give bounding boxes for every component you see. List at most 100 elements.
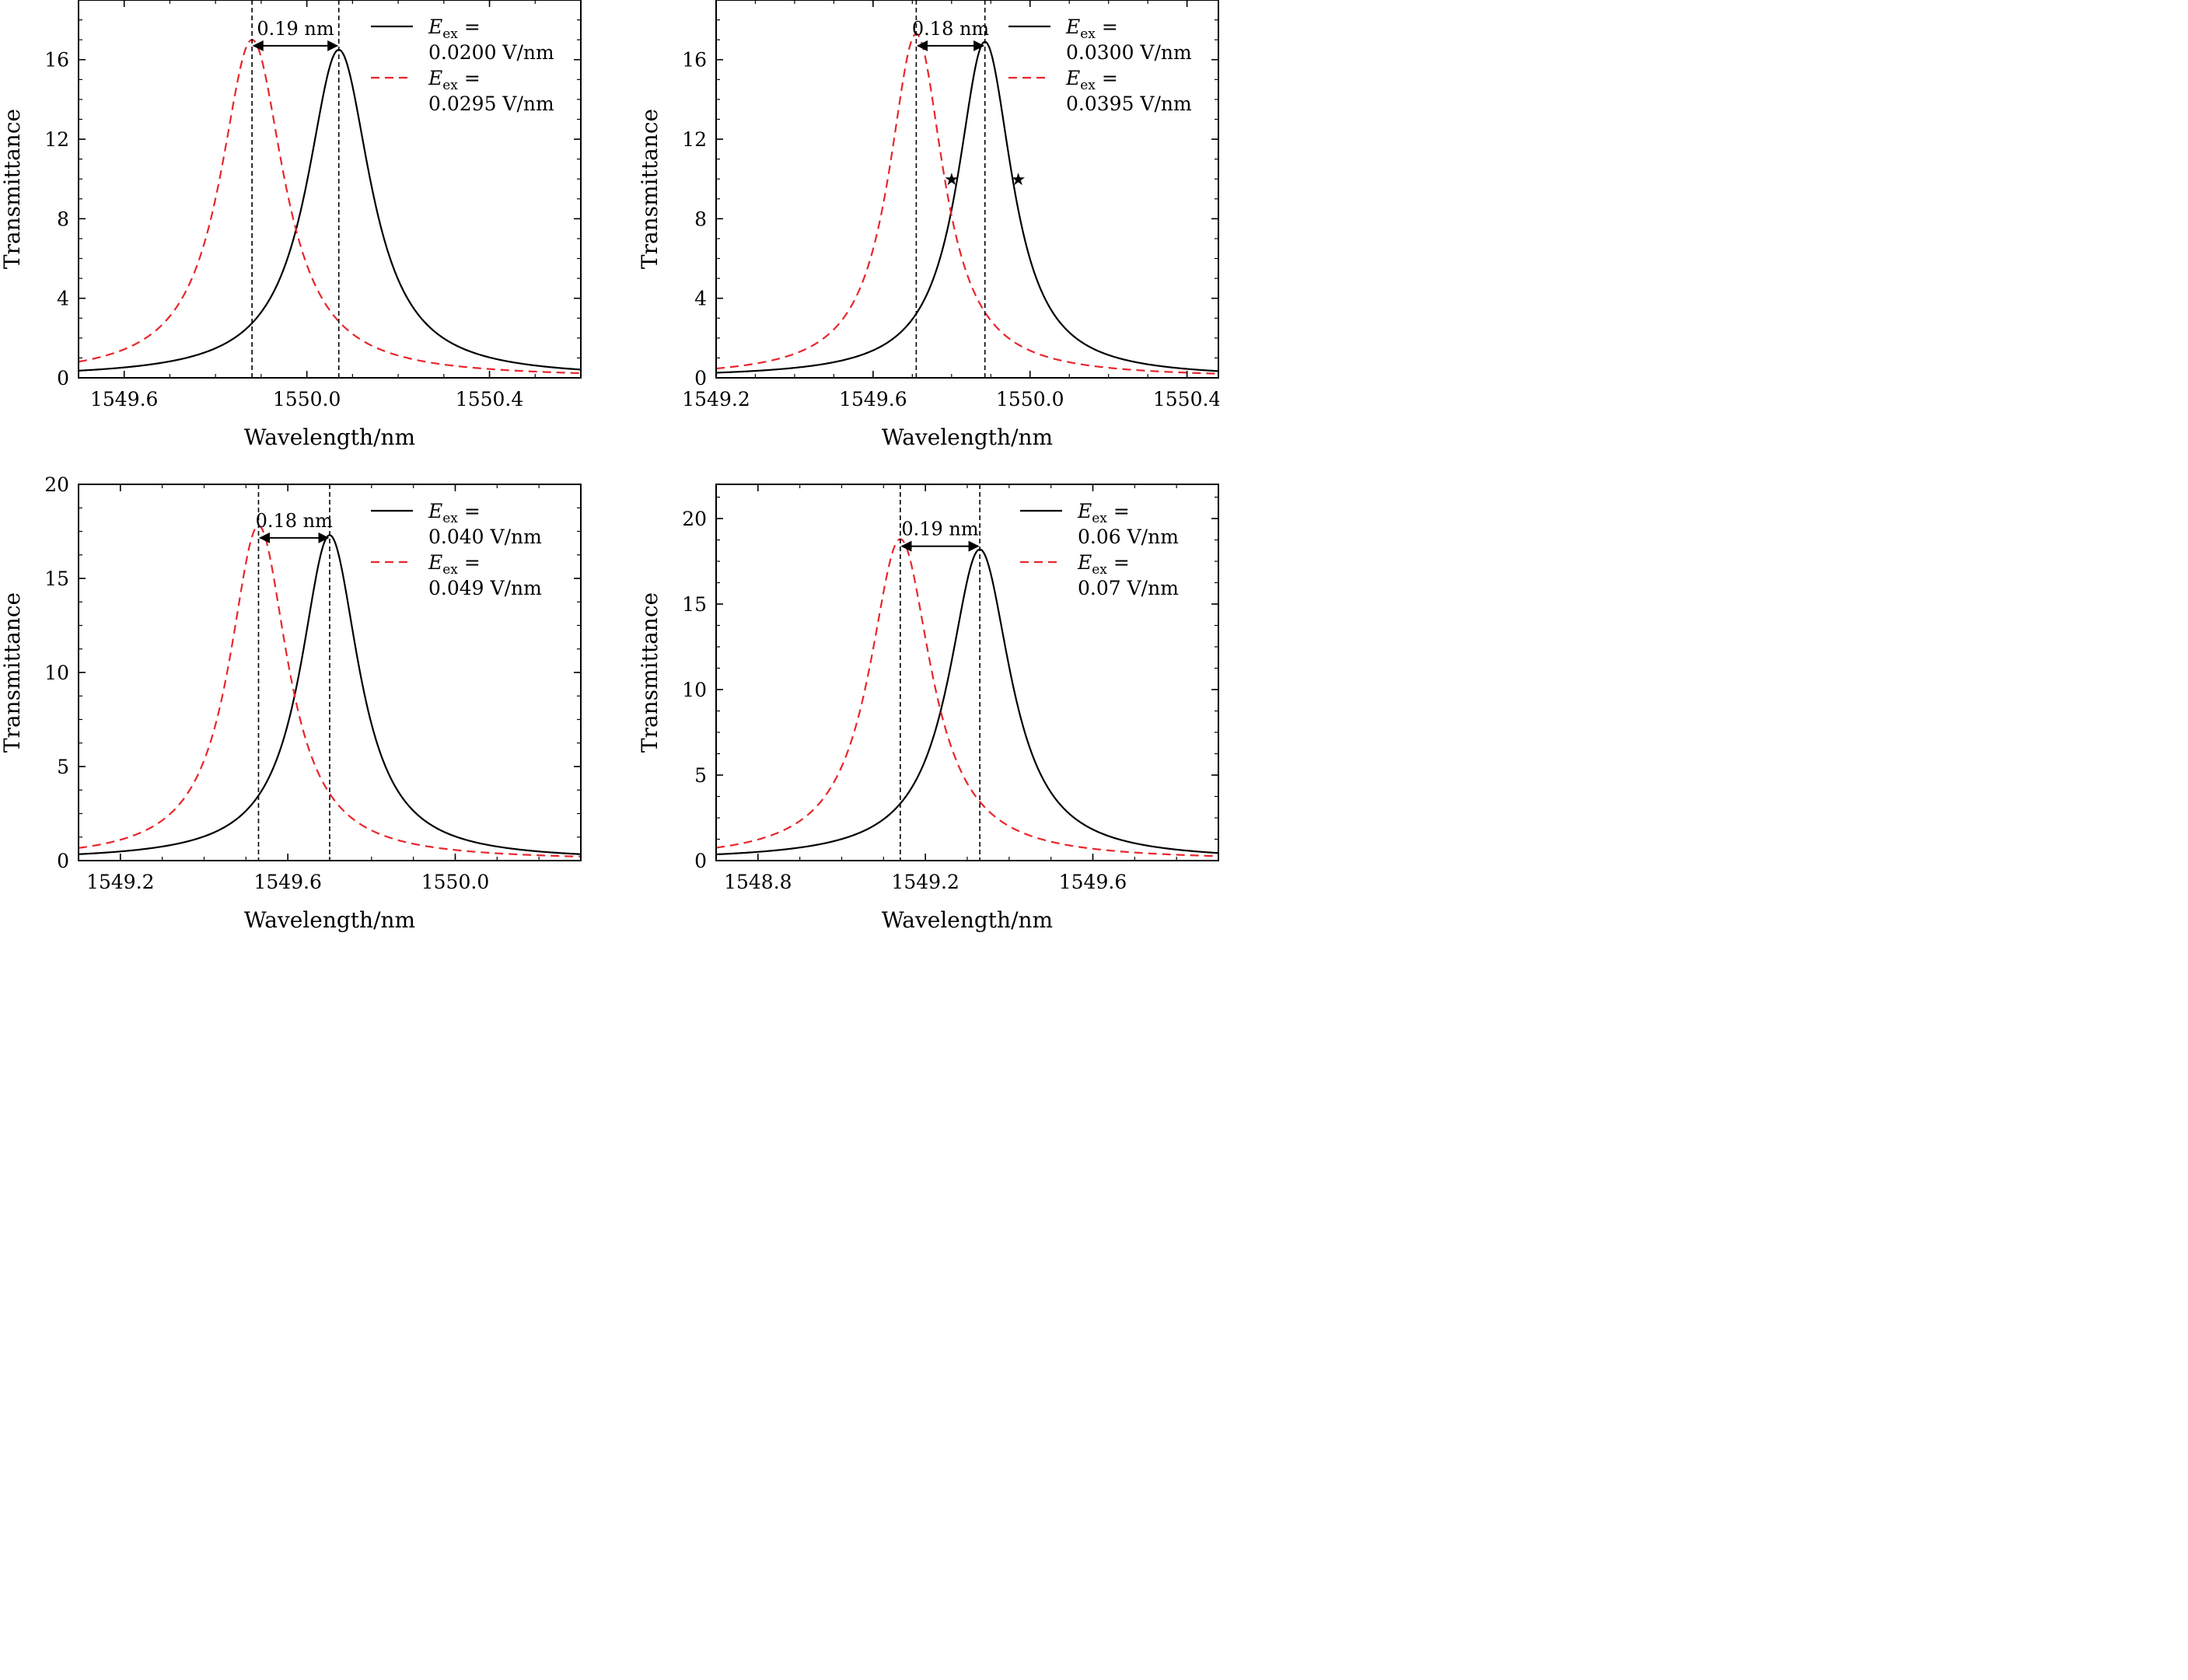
x-tick-label: 1549.2: [682, 388, 750, 410]
y-tick-label: 10: [44, 662, 69, 684]
x-tick-label: 1549.2: [891, 871, 959, 893]
legend-label-1: Eex =: [1065, 67, 1118, 93]
y-tick-label: 0: [57, 367, 69, 389]
y-axis-label: Transmittance: [637, 592, 662, 753]
legend-equals: =: [1096, 67, 1118, 89]
star-marker-0: ★: [944, 170, 959, 190]
series-line-0: [716, 40, 1218, 374]
legend-subscript: ex: [442, 26, 458, 42]
y-tick-label: 4: [694, 288, 707, 310]
legend-equals: =: [1107, 551, 1130, 574]
x-axis-label: Wavelength/nm: [244, 907, 415, 933]
panel-top-left: 0.19 nm 1549.6 1550.0 1550.4 0 4 8 12 16 Waveleng…: [0, 0, 582, 450]
y-tick-label: 5: [694, 764, 707, 787]
legend-symbol: E: [428, 16, 442, 38]
legend-equals: =: [458, 16, 481, 38]
x-tick-label: 1550.4: [456, 388, 523, 410]
y-tick-label: 0: [694, 367, 707, 389]
y-tick-label: 15: [682, 593, 707, 616]
legend-subscript: ex: [442, 511, 458, 526]
legend-value-1: 0.0295 V/nm: [428, 93, 554, 115]
y-tick-label: 16: [682, 49, 707, 72]
x-axis-label: Wavelength/nm: [882, 424, 1053, 450]
series-line-1: [79, 39, 581, 375]
x-tick-label: 1549.6: [839, 388, 907, 410]
legend-symbol: E: [428, 500, 442, 522]
x-tick-label: 1548.8: [724, 871, 792, 893]
separation-label: 0.19 nm: [257, 18, 334, 40]
legend-label-0: Eex =: [428, 16, 481, 42]
legend-symbol: E: [428, 67, 442, 89]
y-tick-label: 10: [682, 679, 707, 701]
legend-value-1: 0.049 V/nm: [428, 577, 542, 599]
series-line-1: [716, 538, 1218, 857]
legend-subscript: ex: [1080, 26, 1096, 42]
panel-bottom-left: 0.18 nm 1549.2 1549.6 1550.0 0 5 10 15 20 Wavelen…: [0, 473, 582, 933]
legend-symbol: E: [1077, 551, 1092, 574]
x-tick-label: 1549.2: [86, 871, 154, 893]
legend-subscript: ex: [442, 562, 458, 578]
y-axis-label: Transmittance: [0, 592, 25, 753]
separation-label: 0.18 nm: [256, 510, 334, 532]
legend-symbol: E: [1077, 500, 1092, 522]
panel-top-right: ★ ★ 0.18 nm 1549.2 1549.6 1550.0 1550.4 0 4 8 12 16…: [637, 0, 1219, 450]
legend-label-0: Eex =: [1065, 16, 1118, 42]
legend-label-0: Eex =: [428, 500, 481, 526]
series-line-0: [716, 548, 1218, 856]
y-tick-label: 0: [694, 850, 707, 872]
legend-value-1: 0.07 V/nm: [1078, 577, 1179, 599]
y-axis-label: Transmittance: [637, 109, 662, 269]
legend-symbol: E: [1065, 16, 1080, 38]
legend-subscript: ex: [1092, 511, 1107, 526]
series-line-0: [79, 48, 581, 372]
y-tick-label: 8: [57, 208, 69, 230]
legend-value-1: 0.0395 V/nm: [1066, 93, 1192, 115]
y-tick-label: 0: [57, 850, 69, 872]
x-tick-label: 1550.4: [1153, 388, 1219, 410]
legend-label-1: Eex =: [428, 551, 481, 578]
plot-frame: [78, 0, 582, 379]
legend-value-0: 0.040 V/nm: [428, 526, 542, 548]
star-marker-1: ★: [1011, 170, 1026, 190]
y-axis-label: Transmittance: [0, 109, 25, 269]
x-tick-label: 1549.6: [1059, 871, 1127, 893]
x-tick-label: 1549.6: [253, 871, 321, 893]
legend-equals: =: [458, 500, 481, 522]
plot-frame: [715, 0, 1219, 379]
x-tick-label: 1550.0: [273, 388, 341, 410]
series-line-1: [79, 525, 581, 857]
y-tick-label: 12: [44, 128, 69, 151]
separation-label: 0.18 nm: [912, 18, 990, 40]
x-axis-label: Wavelength/nm: [244, 424, 415, 450]
x-tick-label: 1550.0: [996, 388, 1064, 410]
y-tick-label: 12: [682, 128, 707, 151]
legend-equals: =: [1107, 500, 1130, 522]
figure-canvas: 0.19 nm 1549.6 1550.0 1550.4 0 4 8 12 16 Waveleng…: [0, 0, 1219, 933]
legend-label-1: Eex =: [1077, 551, 1130, 578]
legend-value-0: 0.0200 V/nm: [428, 41, 554, 64]
legend-label-1: Eex =: [428, 67, 481, 93]
legend-value-0: 0.06 V/nm: [1078, 526, 1179, 548]
legend-equals: =: [458, 67, 481, 89]
y-tick-label: 8: [694, 208, 707, 230]
y-tick-label: 20: [44, 473, 69, 496]
legend-symbol: E: [428, 551, 442, 574]
series-line-1: [716, 33, 1218, 375]
separation-label: 0.19 nm: [901, 519, 979, 540]
x-axis-label: Wavelength/nm: [882, 907, 1053, 933]
y-tick-label: 20: [682, 508, 707, 530]
x-tick-label: 1550.0: [421, 871, 489, 893]
legend-label-0: Eex =: [1077, 500, 1130, 526]
legend-equals: =: [1096, 16, 1118, 38]
y-tick-label: 15: [44, 568, 69, 590]
x-tick-label: 1549.6: [90, 388, 158, 410]
legend-subscript: ex: [1092, 562, 1107, 578]
legend-subscript: ex: [1080, 78, 1096, 93]
panel-bottom-right: 0.19 nm 1548.8 1549.2 1549.6 0 5 10 15 20 Wavelen…: [637, 484, 1219, 933]
legend-symbol: E: [1065, 67, 1080, 89]
y-tick-label: 4: [57, 288, 69, 310]
legend-subscript: ex: [442, 78, 458, 93]
y-tick-label: 16: [44, 49, 69, 72]
legend-equals: =: [458, 551, 481, 574]
legend-value-0: 0.0300 V/nm: [1066, 41, 1192, 64]
